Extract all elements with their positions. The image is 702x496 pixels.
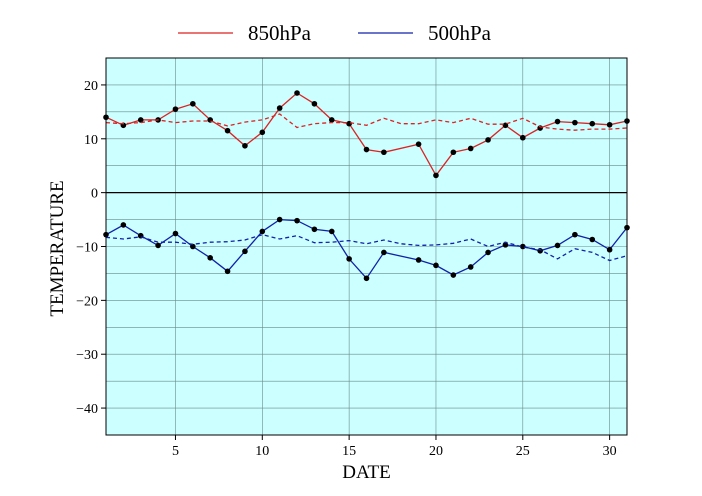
grid-lines	[106, 58, 627, 435]
data-point	[572, 231, 578, 238]
data-point	[467, 264, 474, 270]
series-1	[105, 113, 628, 131]
y-axis-label: TEMPERATURE	[47, 180, 68, 316]
data-point	[520, 134, 526, 141]
data-point	[346, 120, 352, 127]
data-point	[450, 272, 457, 278]
data-point	[224, 127, 231, 134]
data-point	[537, 125, 543, 131]
data-point	[120, 222, 127, 228]
data-point	[328, 117, 335, 123]
data-point	[589, 236, 596, 243]
data-point	[172, 230, 179, 237]
x-tick-label: 5	[172, 444, 179, 459]
data-point	[415, 257, 422, 263]
data-point	[259, 228, 266, 235]
data-point	[242, 142, 248, 149]
data-point	[224, 268, 231, 275]
data-point	[554, 242, 561, 249]
series-layer	[103, 90, 630, 282]
data-point	[294, 217, 300, 224]
x-axis-label: DATE	[342, 462, 391, 483]
series-line	[105, 92, 628, 177]
data-point	[381, 149, 387, 156]
series-0	[103, 90, 630, 179]
data-point	[554, 118, 561, 125]
data-point	[485, 137, 491, 143]
data-point	[155, 242, 161, 249]
data-point	[502, 242, 509, 248]
data-point	[485, 249, 491, 256]
data-point	[190, 243, 196, 250]
data-point	[207, 255, 213, 261]
series-line-dashed	[105, 234, 628, 262]
legend-label: 850hPa	[248, 21, 312, 45]
data-point	[311, 100, 318, 107]
data-point	[276, 105, 283, 111]
data-point	[433, 172, 439, 179]
data-point	[363, 146, 370, 153]
data-point	[190, 100, 196, 107]
x-tick-label: 10	[255, 444, 269, 459]
data-point	[450, 149, 457, 156]
y-tick-label: −30	[76, 348, 98, 363]
y-tick-label: −20	[76, 294, 98, 309]
series-3	[105, 234, 628, 262]
data-point	[572, 119, 578, 126]
y-tick-label: −40	[76, 402, 98, 417]
data-point	[589, 120, 596, 127]
series-line-dashed	[105, 113, 628, 131]
data-point	[606, 246, 613, 253]
data-point	[381, 249, 387, 256]
legend: 850hPa 500hPa	[178, 21, 492, 45]
x-tick-label: 20	[429, 444, 443, 459]
data-point	[520, 243, 526, 250]
y-tick-label: 10	[84, 133, 98, 148]
data-point	[259, 129, 266, 136]
data-point	[346, 256, 352, 262]
data-point	[242, 248, 248, 255]
data-point	[311, 226, 318, 233]
data-point	[172, 106, 179, 112]
data-point	[276, 216, 283, 223]
x-tick-label: 30	[603, 444, 617, 459]
data-point	[294, 90, 300, 96]
y-tick-label: −10	[76, 241, 98, 256]
x-tick-label: 25	[516, 444, 530, 459]
x-tick-label: 15	[342, 444, 356, 459]
y-tick-label: 0	[91, 187, 98, 202]
data-point	[606, 121, 613, 128]
data-point	[467, 145, 474, 152]
legend-label: 500hPa	[428, 21, 492, 45]
data-point	[363, 275, 370, 282]
axis-ticks: −40 −30 −20 −10 0 10 20 5 10 15 20 25 30	[76, 79, 617, 459]
data-point	[328, 228, 335, 235]
data-point	[433, 262, 439, 269]
y-tick-label: 20	[84, 79, 98, 94]
data-point	[415, 141, 422, 147]
data-point	[137, 117, 144, 123]
